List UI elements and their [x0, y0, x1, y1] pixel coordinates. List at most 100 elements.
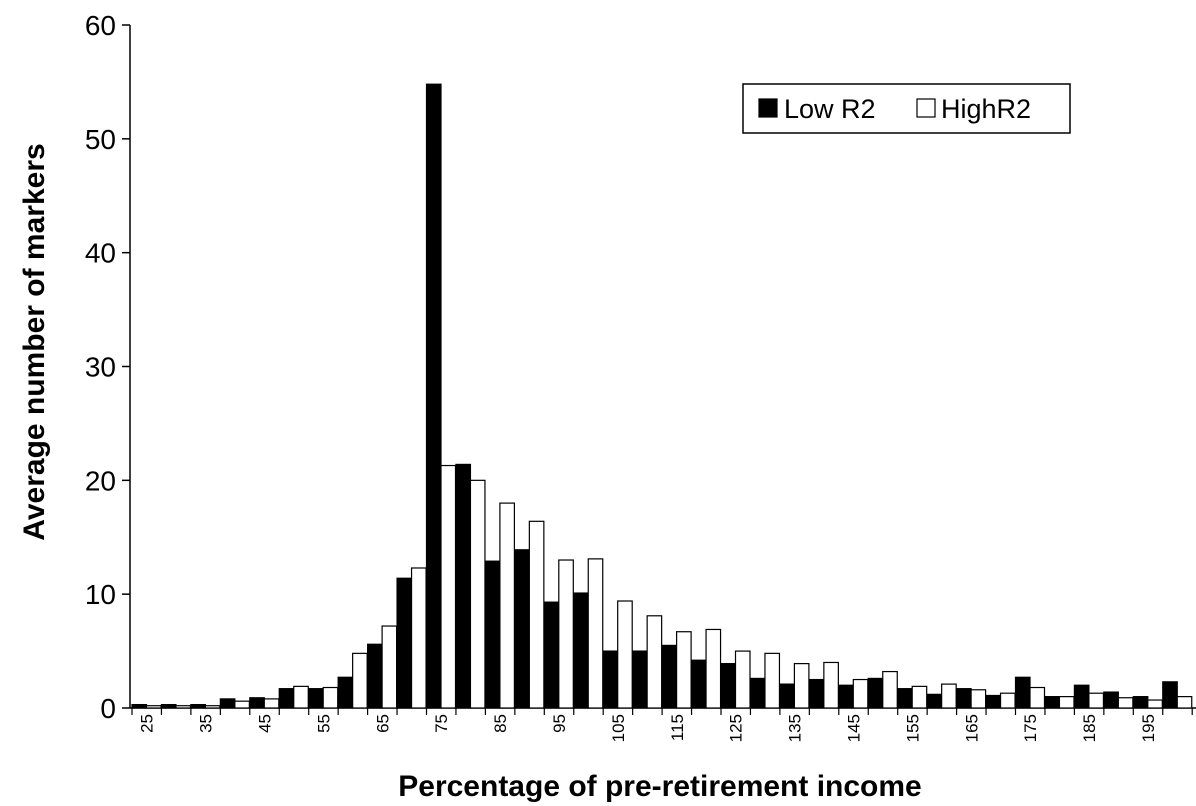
bar-low-r2	[926, 693, 943, 709]
x-tick-label: 115	[668, 714, 687, 741]
x-tick-label: 65	[373, 714, 392, 733]
bar-low-r2	[838, 684, 854, 709]
bar-high-r2	[675, 631, 692, 709]
x-tick-label: 85	[491, 714, 510, 733]
bar-high-r2	[1058, 696, 1075, 709]
y-tick-label: 30	[85, 352, 116, 383]
bar-low-r2	[720, 663, 737, 709]
bar-low-r2	[455, 463, 472, 709]
bar-low-r2	[249, 697, 265, 709]
y-tick-label: 20	[85, 465, 116, 496]
bar-low-r2	[543, 601, 560, 709]
legend-label-high-r2: HighR2	[941, 94, 1031, 124]
bar-low-r2	[661, 644, 678, 709]
x-tick-label: 135	[786, 714, 805, 742]
bar-low-r2	[1132, 696, 1149, 709]
bar-high-r2	[793, 663, 810, 709]
bar-low-r2	[367, 643, 383, 709]
x-tick-label: 75	[432, 714, 451, 733]
y-tick-label: 40	[85, 238, 116, 269]
bar-high-r2	[1117, 697, 1134, 709]
bar-high-r2	[823, 661, 839, 709]
bar-low-r2	[632, 650, 648, 709]
bar-low-r2	[602, 650, 619, 709]
bar-high-r2	[175, 705, 192, 709]
bar-high-r2	[322, 686, 339, 709]
x-tick-label: 175	[1021, 714, 1040, 742]
bar-high-r2	[705, 628, 722, 709]
bar-high-r2	[234, 700, 250, 709]
x-tick-label: 155	[903, 714, 922, 742]
bar-low-r2	[219, 698, 236, 709]
bar-low-r2	[749, 677, 766, 709]
x-tick-label: 165	[962, 714, 981, 742]
bar-low-r2	[690, 659, 707, 709]
y-tick-label: 50	[85, 124, 116, 155]
x-tick-label: 45	[256, 714, 275, 733]
legend-label-low-r2: Low R2	[784, 94, 876, 124]
bar-high-r2	[764, 652, 781, 709]
x-tick-label: 125	[727, 714, 746, 742]
bar-high-r2	[587, 558, 604, 709]
bar-low-r2	[779, 683, 796, 709]
bar-high-r2	[999, 692, 1016, 709]
bar-high-r2	[617, 600, 633, 709]
bar-low-r2	[1073, 684, 1090, 709]
bar-high-r2	[882, 670, 898, 709]
bar-low-r2	[484, 560, 501, 709]
x-tick-label: 105	[609, 714, 628, 742]
legend-box	[742, 83, 1071, 134]
bar-high-r2	[352, 652, 368, 709]
bar-low-r2	[1014, 676, 1031, 709]
y-tick-label: 0	[100, 693, 116, 724]
bar-high-r2	[1147, 699, 1163, 709]
bar-low-r2	[425, 83, 442, 709]
bar-high-r2	[1176, 696, 1193, 709]
bar-low-r2	[396, 577, 413, 709]
x-tick-label: 35	[197, 714, 216, 733]
x-tick-label: 95	[550, 714, 569, 733]
x-tick-label: 145	[845, 714, 864, 742]
ticks-group: 0 10 20 30 40 50 60 25 35 45 55 65 75 85 95 105 115 125 13…	[85, 10, 1193, 742]
bar-low-r2	[985, 694, 1002, 709]
x-tick-label: 195	[1139, 714, 1158, 742]
bar-high-r2	[941, 683, 957, 709]
y-tick-label: 10	[85, 579, 116, 610]
bar-high-r2	[263, 698, 280, 709]
bar-high-r2	[293, 685, 309, 709]
bar-low-r2	[867, 677, 884, 709]
bars-group	[131, 83, 1193, 709]
bar-high-r2	[970, 689, 987, 709]
bar-low-r2	[1103, 691, 1119, 709]
bar-high-r2	[1029, 686, 1046, 709]
bar-high-r2	[734, 650, 751, 709]
bar-high-r2	[558, 559, 574, 709]
bar-high-r2	[204, 705, 221, 709]
legend-swatch-low-r2	[758, 98, 778, 118]
bar-high-r2	[440, 464, 457, 709]
bar-high-r2	[469, 479, 486, 709]
bar-high-r2	[1088, 692, 1105, 709]
bar-low-r2	[955, 688, 972, 709]
legend-swatch-high-r2	[916, 98, 936, 118]
bar-high-r2	[499, 502, 515, 709]
y-tick-label: 60	[85, 10, 116, 41]
bar-low-r2	[514, 549, 530, 709]
bar-low-r2	[337, 676, 354, 709]
bar-low-r2	[897, 688, 913, 709]
bar-low-r2	[308, 688, 324, 709]
legend: Low R2 HighR2	[742, 83, 1071, 134]
x-tick-label: 185	[1080, 714, 1099, 742]
bar-low-r2	[1044, 696, 1061, 709]
x-axis-title: Percentage of pre-retirement income	[398, 770, 922, 803]
bar-high-r2	[528, 520, 545, 709]
bar-low-r2	[190, 703, 206, 709]
bar-low-r2	[808, 678, 825, 709]
bar-low-r2	[131, 703, 148, 709]
bar-high-r2	[911, 685, 928, 709]
bar-high-r2	[410, 567, 427, 709]
bar-low-r2	[1162, 681, 1178, 709]
bar-high-r2	[852, 678, 869, 709]
y-axis-title: Average number of markers	[18, 143, 51, 540]
